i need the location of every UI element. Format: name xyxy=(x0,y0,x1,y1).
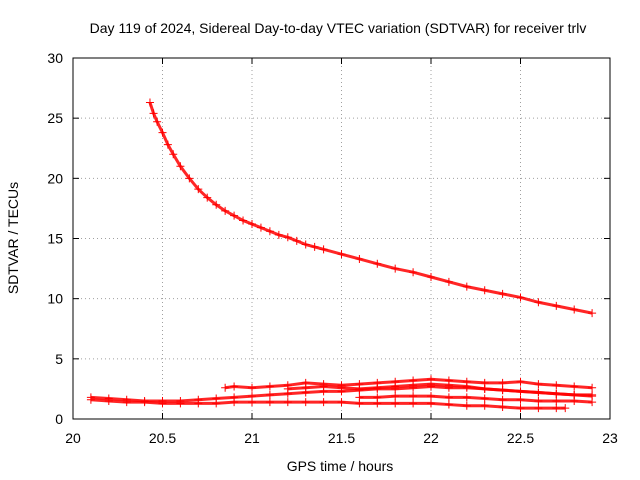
x-tick-label: 23 xyxy=(602,430,618,446)
y-tick-label: 10 xyxy=(47,291,63,307)
plot-frame xyxy=(72,57,611,420)
y-axis-title: SDTVAR / TECUs xyxy=(5,182,21,294)
y-tick-label: 20 xyxy=(47,170,63,186)
x-tick-label: 22.5 xyxy=(507,430,534,446)
series-track xyxy=(86,395,570,413)
series-track xyxy=(145,98,597,318)
series-line xyxy=(148,102,593,315)
y-tick-label: 5 xyxy=(55,351,63,367)
series-track xyxy=(221,375,597,392)
y-tick-labels: 0 5 10 15 20 25 30 xyxy=(47,50,63,427)
x-tick-label: 20 xyxy=(65,430,81,446)
x-tick-label: 22 xyxy=(423,430,439,446)
grid-lines xyxy=(73,58,610,419)
x-tick-label: 20.5 xyxy=(149,430,176,446)
series-line xyxy=(359,394,593,404)
series-line xyxy=(224,377,593,390)
x-tick-label: 21.5 xyxy=(328,430,355,446)
y-tick-label: 15 xyxy=(47,231,63,247)
y-tick-label: 25 xyxy=(47,110,63,126)
x-axis-title: GPS time / hours xyxy=(287,458,394,474)
y-tick-label: 0 xyxy=(55,411,63,427)
chart-title: Day 119 of 2024, Sidereal Day-to-day VTE… xyxy=(90,20,587,36)
y-tick-label: 30 xyxy=(47,50,63,66)
series-line xyxy=(90,398,566,410)
series-track xyxy=(283,380,597,399)
x-tick-label: 21 xyxy=(244,430,260,446)
x-tick-labels: 20 20.5 21 21.5 22 22.5 23 xyxy=(65,430,618,446)
series-line xyxy=(287,382,593,397)
series-track xyxy=(355,392,597,407)
data-points xyxy=(86,98,597,413)
